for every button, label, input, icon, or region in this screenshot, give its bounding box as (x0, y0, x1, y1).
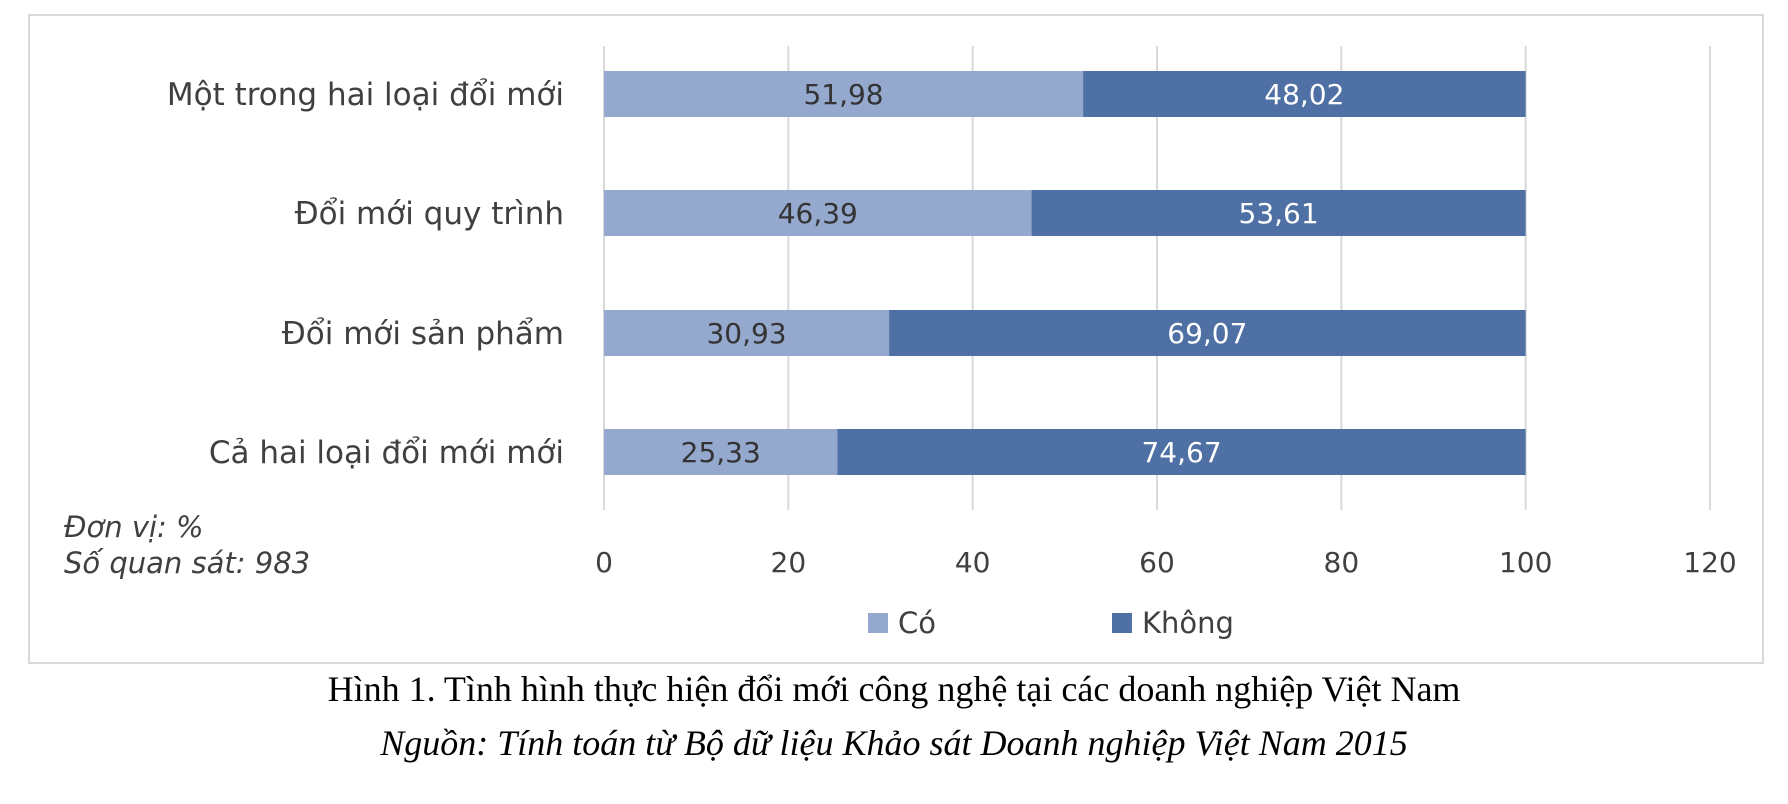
bar-khong-0 (1083, 71, 1526, 117)
data-label-co-0: 51,98 (803, 78, 883, 111)
x-tick-label-120: 120 (1683, 546, 1736, 579)
data-label-khong-3: 74,67 (1141, 436, 1221, 469)
bar-co-0 (604, 71, 1084, 117)
legend-label-co: Có (898, 606, 936, 640)
data-label-co-2: 30,93 (706, 317, 786, 350)
x-tick-label-40: 40 (955, 546, 991, 579)
observations-note: Số quan sát: 983 (64, 546, 311, 580)
data-label-co-3: 25,33 (681, 436, 761, 469)
bar-khong-3 (837, 429, 1526, 475)
data-label-khong-0: 48,02 (1264, 78, 1344, 111)
category-label-3: Cả hai loại đổi mới mới (209, 435, 564, 471)
x-tick-label-60: 60 (1139, 546, 1175, 579)
data-label-khong-1: 53,61 (1239, 197, 1319, 230)
bar-co-2 (604, 310, 890, 356)
figure-caption-title: Hình 1. Tình hình thực hiện đổi mới công… (327, 669, 1461, 709)
category-label-1: Đổi mới quy trình (295, 196, 564, 232)
x-tick-label-0: 0 (595, 546, 613, 579)
bar-khong-1 (1031, 190, 1526, 236)
x-tick-label-80: 80 (1324, 546, 1360, 579)
unit-note: Đơn vị: % (64, 510, 204, 544)
chart-plot: 51,98 48,02 Một trong hai loại đổi mới 46,3… (167, 46, 1737, 640)
bar-co-3 (604, 429, 838, 475)
legend-swatch-co (868, 613, 888, 633)
legend-swatch-khong (1112, 613, 1132, 633)
x-tick-label-100: 100 (1499, 546, 1552, 579)
bar-khong-2 (889, 310, 1526, 356)
category-label-0: Một trong hai loại đổi mới (167, 77, 564, 113)
data-label-co-1: 46,39 (778, 197, 858, 230)
legend-label-khong: Không (1142, 606, 1234, 640)
category-label-2: Đổi mới sản phẩm (282, 316, 564, 352)
data-label-khong-2: 69,07 (1167, 317, 1247, 350)
chart-frame: 51,98 48,02 Một trong hai loại đổi mới 46,3… (28, 14, 1764, 664)
figure-caption-source: Nguồn: Tính toán từ Bộ dữ liệu Khảo sát … (380, 723, 1408, 763)
x-tick-label-20: 20 (771, 546, 807, 579)
bar-co-1 (604, 190, 1032, 236)
